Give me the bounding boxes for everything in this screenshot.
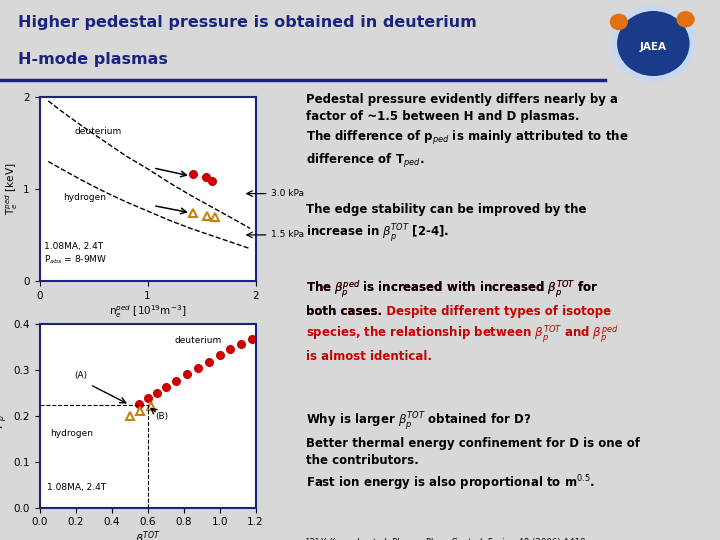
- Text: Why is larger $\beta_p^{TOT}$ obtained for D?
Better thermal energy confinement : Why is larger $\beta_p^{TOT}$ obtained f…: [307, 410, 640, 493]
- Circle shape: [618, 12, 689, 75]
- Y-axis label: $\beta_p^{ped}$: $\beta_p^{ped}$: [0, 403, 11, 428]
- Circle shape: [678, 12, 694, 27]
- Text: P$_{abs}$ = 8-9MW: P$_{abs}$ = 8-9MW: [44, 253, 107, 266]
- Text: hydrogen: hydrogen: [63, 193, 107, 202]
- Text: 3.0 kPa: 3.0 kPa: [271, 189, 304, 198]
- Text: [2] Y. Kamada et al, Plasma Phys. Control. Fusion 48 (2006) A419: [2] Y. Kamada et al, Plasma Phys. Contro…: [307, 538, 586, 540]
- Text: H-mode plasmas: H-mode plasmas: [18, 52, 168, 67]
- Text: The $\beta_p^{ped}$ is increased with increased $\beta_p^{TOT}$ for
both cases.: The $\beta_p^{ped}$ is increased with in…: [307, 279, 598, 318]
- Text: The $\beta_p^{ped}$ is increased with increased $\beta_p^{TOT}$ for
both cases. : The $\beta_p^{ped}$ is increased with in…: [307, 279, 619, 363]
- Text: 11/13: 11/13: [626, 15, 683, 33]
- Text: Pedestal pressure evidently differs nearly by a
factor of ~1.5 between H and D p: Pedestal pressure evidently differs near…: [307, 93, 629, 170]
- X-axis label: $\beta_p^{TOT}$: $\beta_p^{TOT}$: [135, 530, 161, 540]
- Circle shape: [611, 15, 627, 30]
- Circle shape: [611, 6, 696, 81]
- Text: Higher pedestal pressure is obtained in deuterium: Higher pedestal pressure is obtained in …: [18, 15, 477, 30]
- X-axis label: n$_e^{ped}$ [10$^{19}$m$^{-3}$]: n$_e^{ped}$ [10$^{19}$m$^{-3}$]: [109, 303, 186, 320]
- Text: hydrogen: hydrogen: [50, 429, 94, 438]
- Text: 1.08MA, 2.4T: 1.08MA, 2.4T: [44, 242, 103, 251]
- Text: JAEA: JAEA: [640, 42, 667, 52]
- Y-axis label: T$_e^{ped}$ [keV]: T$_e^{ped}$ [keV]: [4, 163, 20, 215]
- Text: The edge stability can be improved by the
increase in $\beta_p^{TOT}$ [2-4].: The edge stability can be improved by th…: [307, 203, 587, 244]
- Text: (B): (B): [155, 413, 168, 422]
- Text: (A): (A): [74, 371, 87, 380]
- Text: deuterium: deuterium: [74, 127, 122, 136]
- Text: deuterium: deuterium: [174, 336, 222, 345]
- Text: 1.5 kPa: 1.5 kPa: [271, 231, 304, 239]
- Text: 1.08MA, 2.4T: 1.08MA, 2.4T: [47, 483, 106, 492]
